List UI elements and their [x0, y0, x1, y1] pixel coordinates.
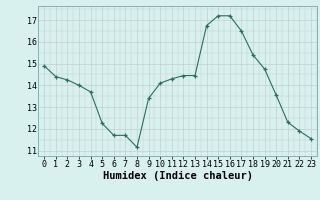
- X-axis label: Humidex (Indice chaleur): Humidex (Indice chaleur): [103, 171, 252, 181]
